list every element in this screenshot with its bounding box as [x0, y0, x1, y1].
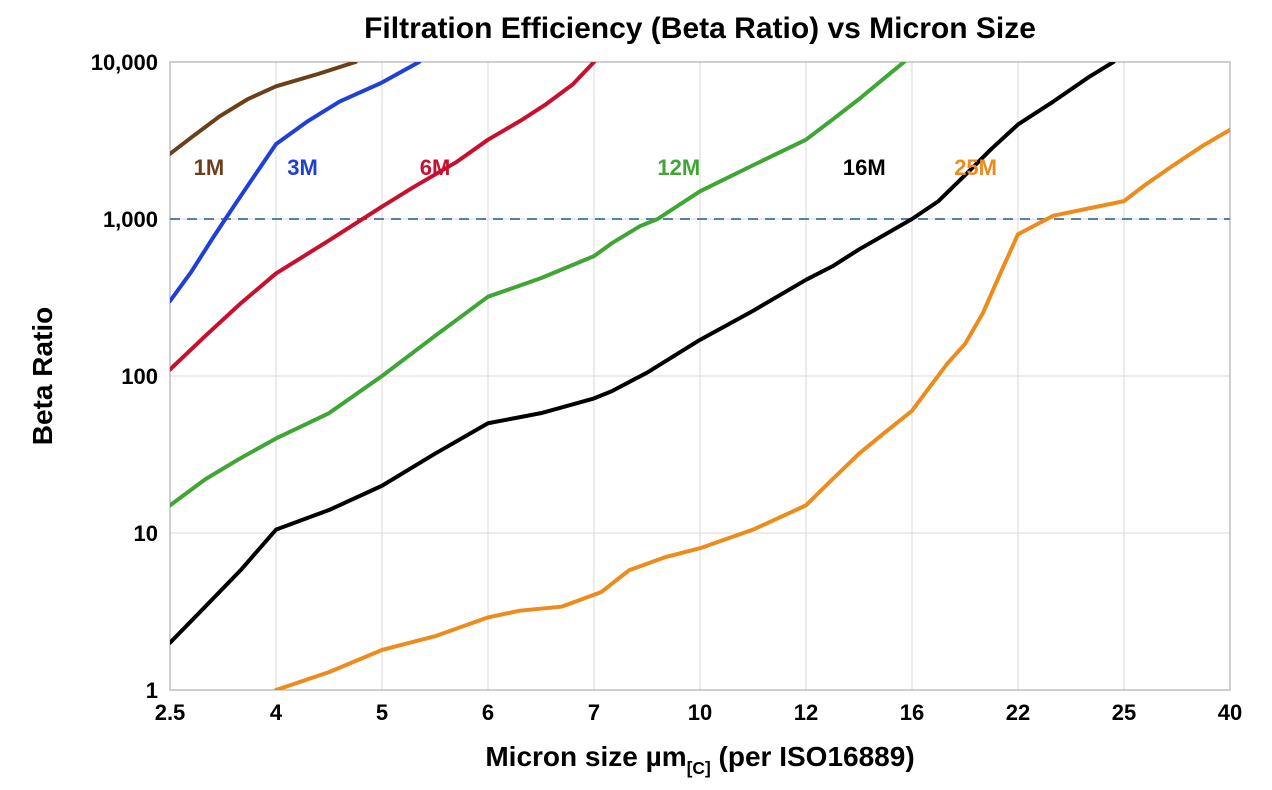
x-tick-label: 5 — [376, 700, 388, 725]
series-line-25M — [276, 130, 1230, 690]
x-tick-label: 4 — [270, 700, 283, 725]
x-tick-label: 16 — [900, 700, 924, 725]
x-tick-label: 40 — [1218, 700, 1242, 725]
series-line-16M — [170, 62, 1113, 643]
y-axis-label: Beta Ratio — [27, 307, 58, 445]
x-axis-label-main: Micron size µm — [485, 741, 686, 772]
x-axis-label-sub: [C] — [687, 758, 711, 778]
series-label-25M: 25M — [954, 155, 997, 180]
series-label-3M: 3M — [287, 155, 318, 180]
series-label-6M: 6M — [420, 155, 451, 180]
series-label-1M: 1M — [194, 155, 225, 180]
y-tick-label: 1 — [146, 678, 158, 703]
chart-title: Filtration Efficiency (Beta Ratio) vs Mi… — [364, 12, 1036, 45]
x-tick-label: 6 — [482, 700, 494, 725]
y-tick-label: 1,000 — [103, 207, 158, 232]
series-label-16M: 16M — [843, 155, 886, 180]
x-tick-label: 25 — [1112, 700, 1136, 725]
x-axis-label: Micron size µm[C] (per ISO16889) — [485, 741, 914, 778]
y-tick-label: 100 — [121, 364, 158, 389]
series-line-12M — [170, 62, 904, 505]
y-tick-label: 10 — [134, 521, 158, 546]
chart-container: 1M 3M 6M 12M 16M 25M 2.5 4 5 6 7 10 12 16 22 25 40 1 10 100… — [0, 0, 1272, 790]
x-tick-label: 10 — [688, 700, 712, 725]
x-axis-label-tail: (per ISO16889) — [711, 741, 915, 772]
y-tick-label: 10,000 — [91, 50, 158, 75]
x-tick-label: 7 — [588, 700, 600, 725]
chart-svg: 1M 3M 6M 12M 16M 25M 2.5 4 5 6 7 10 12 16 22 25 40 1 10 100… — [0, 0, 1272, 790]
x-tick-label: 2.5 — [155, 700, 186, 725]
x-tick-label: 12 — [794, 700, 818, 725]
x-tick-label: 22 — [1006, 700, 1030, 725]
series-label-12M: 12M — [657, 155, 700, 180]
